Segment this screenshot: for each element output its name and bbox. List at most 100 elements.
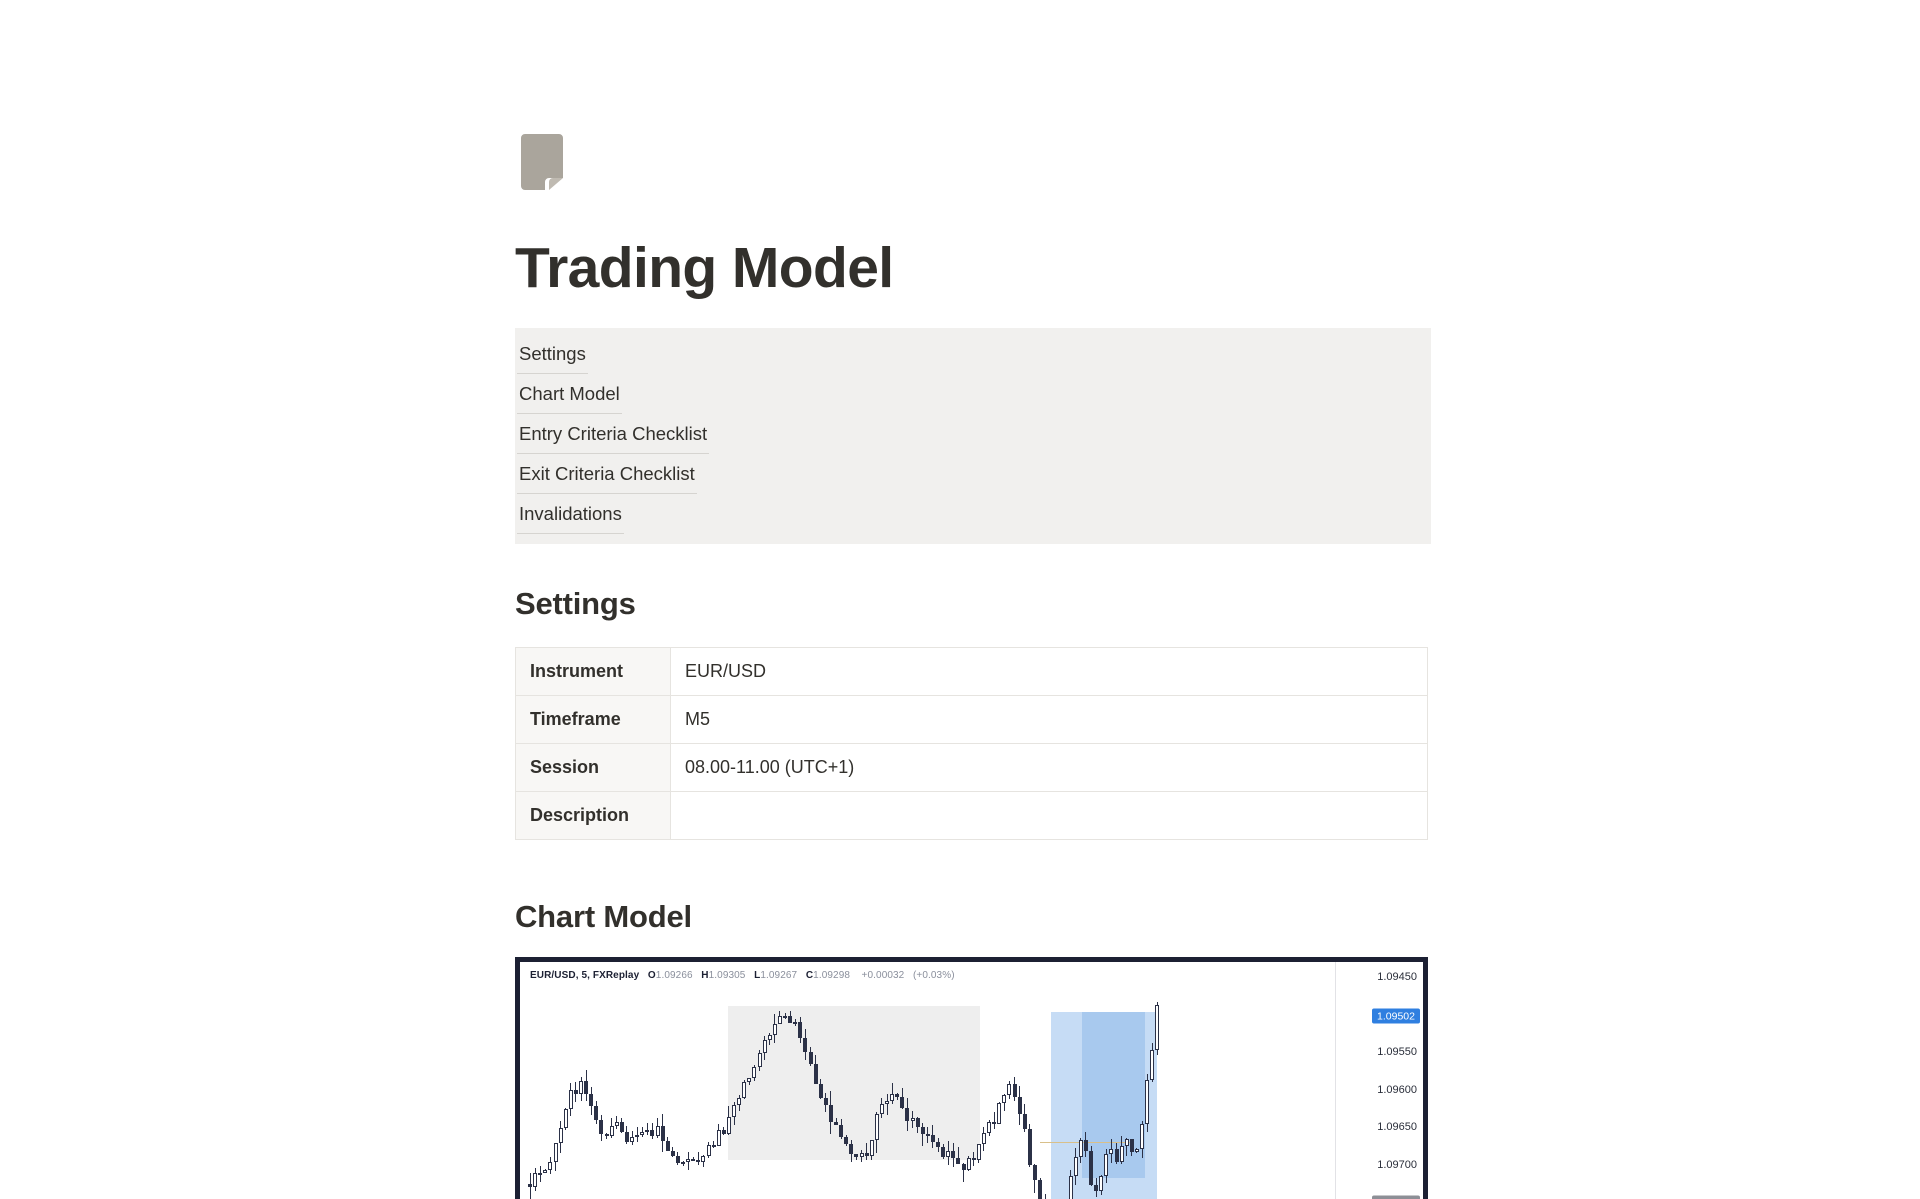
table-row: Timeframe M5: [515, 695, 1428, 744]
candle-body: [696, 1159, 701, 1163]
candle-body: [1073, 1156, 1078, 1177]
candle-wick: [697, 1151, 699, 1166]
toc-item-exit-criteria-checklist[interactable]: Exit Criteria Checklist: [517, 454, 697, 495]
candle-wick: [636, 1127, 638, 1142]
ohlc-high-label: H: [701, 970, 709, 982]
candle-body: [747, 1077, 752, 1083]
take-profit-price-badge[interactable]: 1.09502: [1372, 1008, 1420, 1024]
candle-body: [1007, 1084, 1012, 1096]
settings-table: Instrument EUR/USD Timeframe M5 Session …: [515, 647, 1428, 841]
document-page-icon[interactable]: [515, 128, 583, 196]
candle-body: [1109, 1148, 1114, 1155]
consolidation-range[interactable]: [728, 1005, 980, 1161]
toc-item-settings[interactable]: Settings: [517, 334, 588, 374]
settings-value-session[interactable]: 08.00-11.00 (UTC+1): [670, 743, 1428, 792]
candle-body: [563, 1108, 568, 1129]
candle-wick: [835, 1117, 837, 1126]
candle-body: [869, 1140, 874, 1157]
ohlc-low-value: 1.09267: [760, 970, 798, 982]
candle-body: [772, 1023, 777, 1036]
candle-body: [900, 1096, 905, 1108]
candle-body: [675, 1155, 680, 1164]
chart-price-axis[interactable]: 1.094501.095501.096001.096501.097001.098…: [1335, 962, 1423, 1199]
candle-body: [579, 1081, 583, 1094]
candle-body: [783, 1016, 787, 1019]
settings-key-session: Session: [515, 743, 671, 792]
candle-body: [813, 1063, 818, 1085]
candle-body: [660, 1126, 665, 1141]
candle-wick: [922, 1122, 924, 1146]
candle-body: [670, 1150, 675, 1156]
entry-price-badge[interactable]: 1.09751: [1372, 1195, 1420, 1199]
candle-body: [599, 1119, 604, 1134]
candle-body: [686, 1158, 691, 1163]
candle-body: [711, 1144, 716, 1147]
candle-body: [573, 1090, 578, 1094]
candle-body: [1032, 1164, 1037, 1181]
candle-body: [915, 1117, 920, 1127]
candle-body: [823, 1098, 828, 1105]
candle-body: [798, 1022, 803, 1038]
settings-heading: Settings: [515, 586, 636, 622]
candle-body: [665, 1140, 670, 1151]
settings-value-timeframe[interactable]: M5: [670, 695, 1428, 744]
candle-body: [844, 1136, 849, 1145]
candle-body: [609, 1126, 614, 1137]
chart-ohlc-legend: EUR/USD, 5, FXReplay O1.09266 H1.09305 L…: [530, 970, 955, 981]
candle-body: [839, 1124, 844, 1137]
candle-wick: [963, 1163, 964, 1182]
ohlc-change-percent: (+0.03%): [912, 970, 955, 982]
toc-item-chart-model[interactable]: Chart Model: [517, 374, 622, 414]
candle-body: [951, 1150, 956, 1159]
trading-chart: EUR/USD, 5, FXReplay O1.09266 H1.09305 L…: [520, 962, 1423, 1199]
candle-body: [681, 1162, 685, 1165]
candle-body: [971, 1157, 976, 1161]
settings-value-description[interactable]: [670, 791, 1428, 840]
ohlc-close-value: 1.09298: [813, 970, 851, 982]
ohlc-close-label: C: [805, 970, 814, 982]
candle-body: [655, 1126, 660, 1136]
settings-value-instrument[interactable]: EUR/USD: [670, 647, 1428, 696]
candle-body: [874, 1113, 879, 1141]
candle-body: [619, 1122, 624, 1132]
candle-body: [1140, 1123, 1144, 1149]
candle-wick: [896, 1092, 898, 1101]
candle-body: [1083, 1140, 1088, 1151]
chart-plot-area[interactable]: [520, 962, 1335, 1199]
candle-body: [650, 1130, 655, 1136]
candle-body: [1094, 1184, 1099, 1192]
candle-body: [752, 1066, 757, 1078]
candle-body: [987, 1122, 991, 1134]
candle-body: [777, 1016, 782, 1024]
toc-item-invalidations[interactable]: Invalidations: [517, 494, 624, 535]
candle-body: [956, 1158, 961, 1164]
price-axis-tick: 1.09450: [1377, 971, 1417, 984]
price-axis-tick: 1.09650: [1377, 1121, 1417, 1134]
candle-body: [920, 1126, 925, 1134]
table-row: Session 08.00-11.00 (UTC+1): [515, 743, 1428, 792]
toc-item-entry-criteria-checklist[interactable]: Entry Criteria Checklist: [517, 414, 710, 455]
candle-body: [1155, 1004, 1160, 1050]
candle-body: [721, 1129, 726, 1135]
candle-body: [614, 1122, 619, 1127]
ohlc-high-value: 1.09305: [708, 970, 746, 982]
price-axis-tick: 1.09600: [1377, 1083, 1417, 1096]
candle-body: [732, 1105, 736, 1118]
table-row: Instrument EUR/USD: [515, 647, 1428, 696]
candle-body: [624, 1132, 629, 1142]
candle-body: [1099, 1175, 1104, 1192]
candle-body: [553, 1143, 558, 1163]
candle-body: [1017, 1096, 1022, 1115]
candle-body: [834, 1121, 838, 1125]
candle-body: [961, 1163, 966, 1170]
candle-body: [992, 1122, 997, 1125]
candle-wick: [866, 1142, 868, 1161]
chart-model-image[interactable]: EUR/USD, 5, FXReplay O1.09266 H1.09305 L…: [515, 957, 1428, 1199]
candle-body: [701, 1156, 706, 1163]
page-content: Trading Model Settings Chart Model Entry…: [515, 0, 1431, 1199]
candle-wick: [646, 1123, 648, 1136]
candle-body: [726, 1117, 731, 1135]
price-axis-tick: 1.09700: [1377, 1158, 1417, 1171]
candle-body: [589, 1094, 594, 1107]
